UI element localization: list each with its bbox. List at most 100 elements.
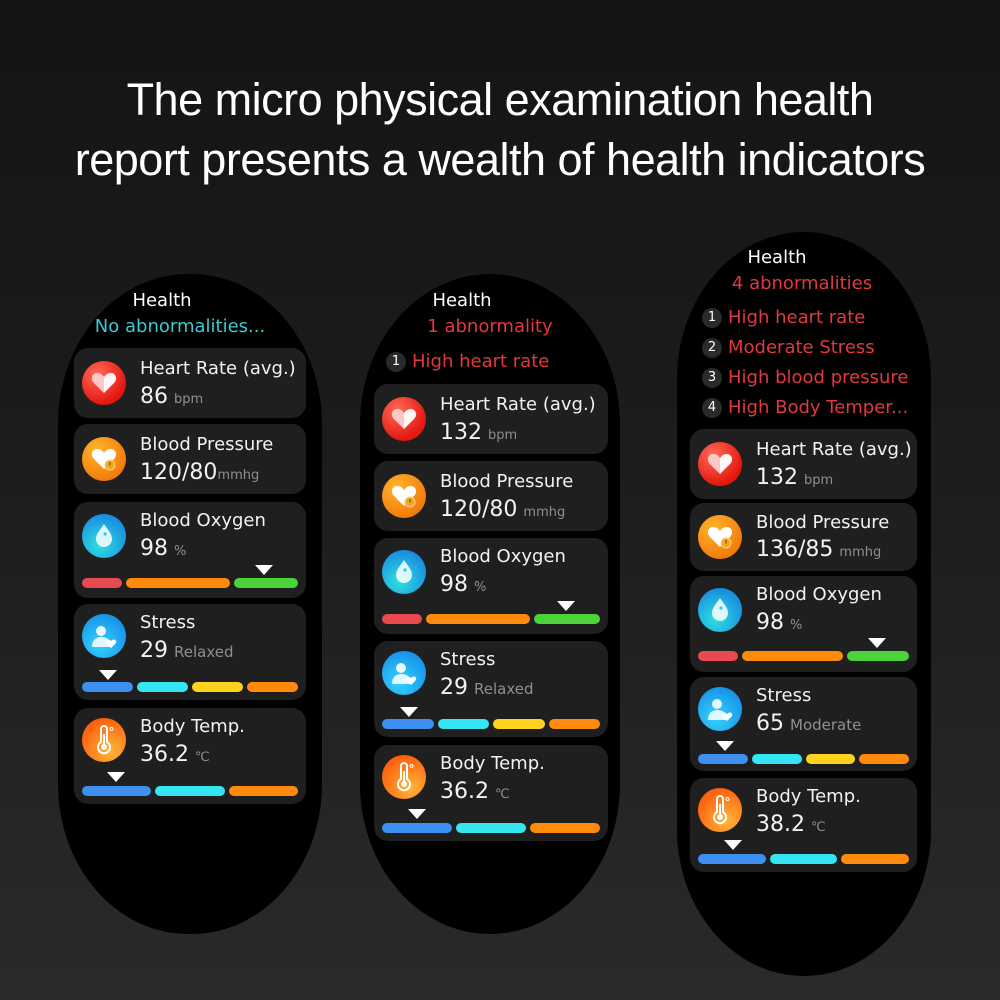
card-value: 132 bpm xyxy=(440,420,517,445)
level-marker xyxy=(107,772,125,782)
scale-segment-normal xyxy=(137,682,188,692)
card-value: 29 Relaxed xyxy=(440,675,534,700)
card-value: 36.2 ℃ xyxy=(140,742,210,767)
abnormality-item[interactable]: 2 Moderate Stress xyxy=(702,337,875,358)
card-label: Blood Oxygen xyxy=(756,584,882,605)
card-label: Heart Rate (avg.) xyxy=(140,358,296,379)
oxygen-scale-bar xyxy=(82,578,298,588)
card-value: 36.2 ℃ xyxy=(440,779,510,804)
abnormality-text: High heart rate xyxy=(728,307,866,328)
value-number: 132 xyxy=(440,420,482,445)
card-value: 98% xyxy=(440,572,486,597)
body-temp-card[interactable]: Body Temp. 36.2 ℃ xyxy=(374,745,608,841)
scale-segment-normal xyxy=(534,614,600,624)
abnormality-text: High blood pressure xyxy=(728,367,909,388)
blood-oxygen-card[interactable]: Blood Oxygen 98% xyxy=(690,576,917,672)
value-number: 65 xyxy=(756,711,784,736)
card-label: Heart Rate (avg.) xyxy=(440,394,596,415)
scale-segment-relaxed xyxy=(382,719,434,729)
value-unit: % xyxy=(174,544,187,559)
body-temp-card[interactable]: Body Temp. 36.2 ℃ xyxy=(74,708,306,804)
scale-segment-high xyxy=(228,786,298,796)
scale-segment-moderate xyxy=(192,682,243,692)
status-text: 4 abnormalities xyxy=(731,273,873,294)
temp-scale-bar xyxy=(82,786,298,796)
blood-pressure-card[interactable]: Blood Pressure 136/85 mmhg xyxy=(690,503,917,571)
stress-level-text: Relaxed xyxy=(474,680,534,698)
value-unit: % xyxy=(474,580,487,595)
value-number: 120/80 xyxy=(140,460,218,485)
heart-rate-card[interactable]: Heart Rate (avg.) 132 bpm xyxy=(690,429,917,499)
card-label: Stress xyxy=(756,685,812,706)
heart-rate-card[interactable]: Heart Rate (avg.) 86 bpm xyxy=(74,348,306,418)
blood-oxygen-card[interactable]: Blood Oxygen 98% xyxy=(374,538,608,634)
value-number: 98 xyxy=(756,610,784,635)
stress-scale-bar xyxy=(82,682,298,692)
value-unit: mmhg xyxy=(217,468,260,483)
scale-segment-normal xyxy=(456,823,526,833)
level-marker xyxy=(557,601,575,611)
body-temp-card[interactable]: Body Temp. 38.2 ℃ xyxy=(690,778,917,872)
scale-segment-high xyxy=(247,682,298,692)
scale-segment-mid xyxy=(126,578,230,588)
scale-segment-relaxed xyxy=(82,682,133,692)
value-unit: ℃ xyxy=(494,787,510,802)
scale-segment-high xyxy=(859,754,909,764)
blood-pressure-card[interactable]: Blood Pressure 120/80mmhg xyxy=(74,424,306,494)
person-heart-icon xyxy=(82,614,126,658)
heart-icon xyxy=(698,442,742,486)
heart-clock-icon xyxy=(382,474,426,518)
card-value: 29 Relaxed xyxy=(140,638,234,663)
scale-segment-mid xyxy=(742,651,843,661)
card-value: 132 bpm xyxy=(756,465,833,490)
abnormality-text: High Body Temper... xyxy=(728,397,909,418)
abnormality-item[interactable]: 3 High blood pressure xyxy=(702,367,908,388)
scale-segment-normal xyxy=(769,854,838,864)
card-label: Body Temp. xyxy=(756,786,861,807)
stress-card[interactable]: Stress 29 Relaxed xyxy=(74,604,306,700)
heart-clock-icon xyxy=(698,515,742,559)
thermometer-icon xyxy=(382,755,426,799)
level-marker xyxy=(99,670,117,680)
abnormality-text: High heart rate xyxy=(412,351,550,372)
scale-segment-moderate xyxy=(805,754,856,764)
abnormality-item[interactable]: 4 High Body Temper... xyxy=(702,397,908,418)
scale-segment-normal xyxy=(155,786,225,796)
scale-segment-low xyxy=(382,823,452,833)
card-label: Blood Pressure xyxy=(440,471,574,492)
scale-segment-normal xyxy=(437,719,489,729)
card-value: 120/80mmhg xyxy=(140,460,259,485)
stress-level-text: Moderate xyxy=(790,716,862,734)
heart-rate-card[interactable]: Heart Rate (avg.) 132 bpm xyxy=(374,384,608,454)
abnormality-item[interactable]: 1 High heart rate xyxy=(702,307,865,328)
value-unit: ℃ xyxy=(810,820,826,835)
scale-segment-low xyxy=(698,854,766,864)
blood-oxygen-card[interactable]: Blood Oxygen 98% xyxy=(74,502,306,598)
water-drop-icon xyxy=(698,588,742,632)
stress-card[interactable]: Stress 29 Relaxed xyxy=(374,641,608,737)
abnormality-item[interactable]: 1 High heart rate xyxy=(386,351,549,372)
stress-level-text: Relaxed xyxy=(174,643,234,661)
status-text: No abnormalities... xyxy=(94,316,266,337)
value-number: 98 xyxy=(140,536,168,561)
card-value: 98% xyxy=(140,536,186,561)
oxygen-scale-bar xyxy=(698,651,909,661)
temp-scale-bar xyxy=(382,823,600,833)
heart-clock-icon xyxy=(82,437,126,481)
heart-icon xyxy=(382,397,426,441)
temp-scale-bar xyxy=(698,854,910,864)
water-drop-icon xyxy=(82,514,126,558)
level-marker xyxy=(716,741,734,751)
headline-line-1: The micro physical examination health xyxy=(126,74,874,125)
card-value: 38.2 ℃ xyxy=(756,812,826,837)
person-heart-icon xyxy=(698,687,742,731)
value-unit: bpm xyxy=(174,392,204,407)
stress-card[interactable]: Stress 65 Moderate xyxy=(690,677,917,771)
headline-line-2: report presents a wealth of health indic… xyxy=(74,134,926,185)
thermometer-icon xyxy=(698,788,742,832)
scale-segment-normal xyxy=(751,754,802,764)
abnormality-number: 1 xyxy=(386,351,406,372)
screen-title: Health xyxy=(747,247,807,268)
level-marker xyxy=(724,840,742,850)
